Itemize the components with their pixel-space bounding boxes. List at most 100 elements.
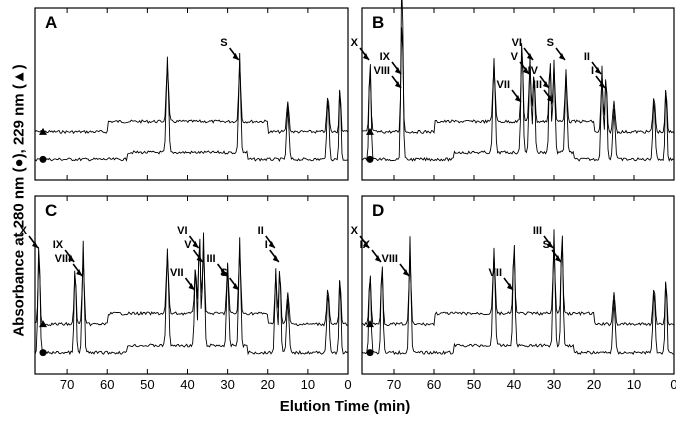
peak-label: II [258, 225, 264, 237]
x-tick-label: 70 [60, 377, 74, 392]
peak-label: S [543, 239, 550, 251]
peak-arrowhead [192, 241, 199, 248]
peak-label: I [591, 65, 594, 77]
peak-arrowhead [220, 269, 227, 276]
x-tick-label: 10 [627, 377, 641, 392]
peak-arrowhead [76, 269, 83, 276]
peak-label: S [547, 37, 554, 49]
trace-280nm [361, 0, 675, 162]
x-tick-label: 0 [344, 377, 351, 392]
peak-label: X [351, 37, 359, 49]
x-tick-label: 60 [427, 377, 441, 392]
peak-arrowhead [68, 255, 75, 262]
x-tick-label: 30 [547, 377, 561, 392]
peak-arrowhead [232, 283, 239, 290]
peak-label: III [533, 225, 542, 237]
peak-arrowhead [559, 53, 565, 60]
panel-frame [361, 7, 675, 181]
x-tick-label: 20 [587, 377, 601, 392]
peak-arrowhead [527, 53, 533, 60]
peak-label: IX [53, 239, 64, 251]
peak-label: X [351, 225, 359, 237]
peak-arrowhead [363, 241, 369, 248]
peak-label: VII [497, 79, 510, 91]
x-tick-label: 30 [220, 377, 234, 392]
trace-229nm [361, 242, 675, 327]
peak-arrowhead [363, 53, 369, 60]
panel-label: D [372, 201, 384, 220]
trace-229nm [361, 27, 675, 135]
panel-label: C [45, 201, 57, 220]
panel-label: A [45, 13, 57, 32]
peak-label: IX [380, 51, 391, 63]
trace-280nm [34, 232, 349, 356]
marker-circle [39, 155, 47, 163]
peak-label: VI [512, 37, 522, 49]
peak-arrowhead [547, 241, 553, 248]
peak-arrowhead [232, 53, 239, 60]
peak-label: VII [170, 267, 183, 279]
peak-label: S [220, 267, 227, 279]
peak-arrowhead [515, 95, 521, 102]
peak-label: S [220, 37, 227, 49]
peak-label: I [265, 239, 268, 251]
peak-arrowhead [395, 67, 401, 74]
x-axis-label: Elution Time (min) [279, 398, 411, 415]
trace-229nm [34, 246, 349, 327]
trace-280nm [34, 52, 349, 162]
peak-label: VII [489, 267, 502, 279]
peak-arrowhead [272, 255, 279, 262]
peak-arrowhead [196, 255, 203, 262]
marker-triangle [39, 320, 47, 328]
peak-label: X [20, 225, 28, 237]
peak-label: VIII [373, 65, 390, 77]
trace-280nm [361, 229, 675, 356]
peak-arrowhead [547, 95, 553, 102]
marker-triangle [366, 127, 374, 135]
x-tick-label: 40 [507, 377, 521, 392]
peak-arrowhead [403, 269, 409, 276]
x-tick-label: 50 [467, 377, 481, 392]
peak-arrowhead [507, 283, 513, 290]
peak-arrowhead [32, 241, 39, 248]
peak-arrowhead [599, 81, 605, 88]
peak-label: IV [528, 65, 539, 77]
peak-arrowhead [188, 283, 195, 290]
trace-229nm [34, 62, 349, 135]
peak-label: V [184, 239, 192, 251]
peak-label: VIII [55, 253, 72, 265]
x-tick-label: 20 [261, 377, 275, 392]
peak-arrowhead [543, 81, 549, 88]
peak-arrowhead [595, 67, 601, 74]
marker-triangle [366, 320, 374, 328]
marker-circle [366, 155, 374, 163]
x-tick-label: 10 [301, 377, 315, 392]
panel-frame [361, 195, 675, 375]
y-axis-label: Absorbance at 280 nm (●), 229 nm (▲) [10, 64, 28, 337]
peak-label: III [533, 79, 542, 91]
panel-frame [34, 7, 349, 181]
marker-circle [366, 349, 374, 357]
x-tick-label: 40 [180, 377, 194, 392]
x-tick-label: 60 [100, 377, 114, 392]
peak-label: VIII [381, 253, 398, 265]
peak-arrowhead [395, 81, 401, 88]
panel-frame [34, 195, 349, 375]
peak-arrowhead [375, 255, 381, 262]
peak-arrowhead [523, 67, 529, 74]
marker-circle [39, 349, 47, 357]
peak-label: V [511, 51, 519, 63]
x-tick-label: 70 [387, 377, 401, 392]
marker-triangle [39, 127, 47, 135]
peak-arrowhead [268, 241, 275, 248]
x-tick-label: 0 [670, 377, 676, 392]
x-tick-label: 50 [140, 377, 154, 392]
peak-arrowhead [555, 255, 561, 262]
peak-label: VI [177, 225, 187, 237]
peak-label: III [206, 253, 215, 265]
